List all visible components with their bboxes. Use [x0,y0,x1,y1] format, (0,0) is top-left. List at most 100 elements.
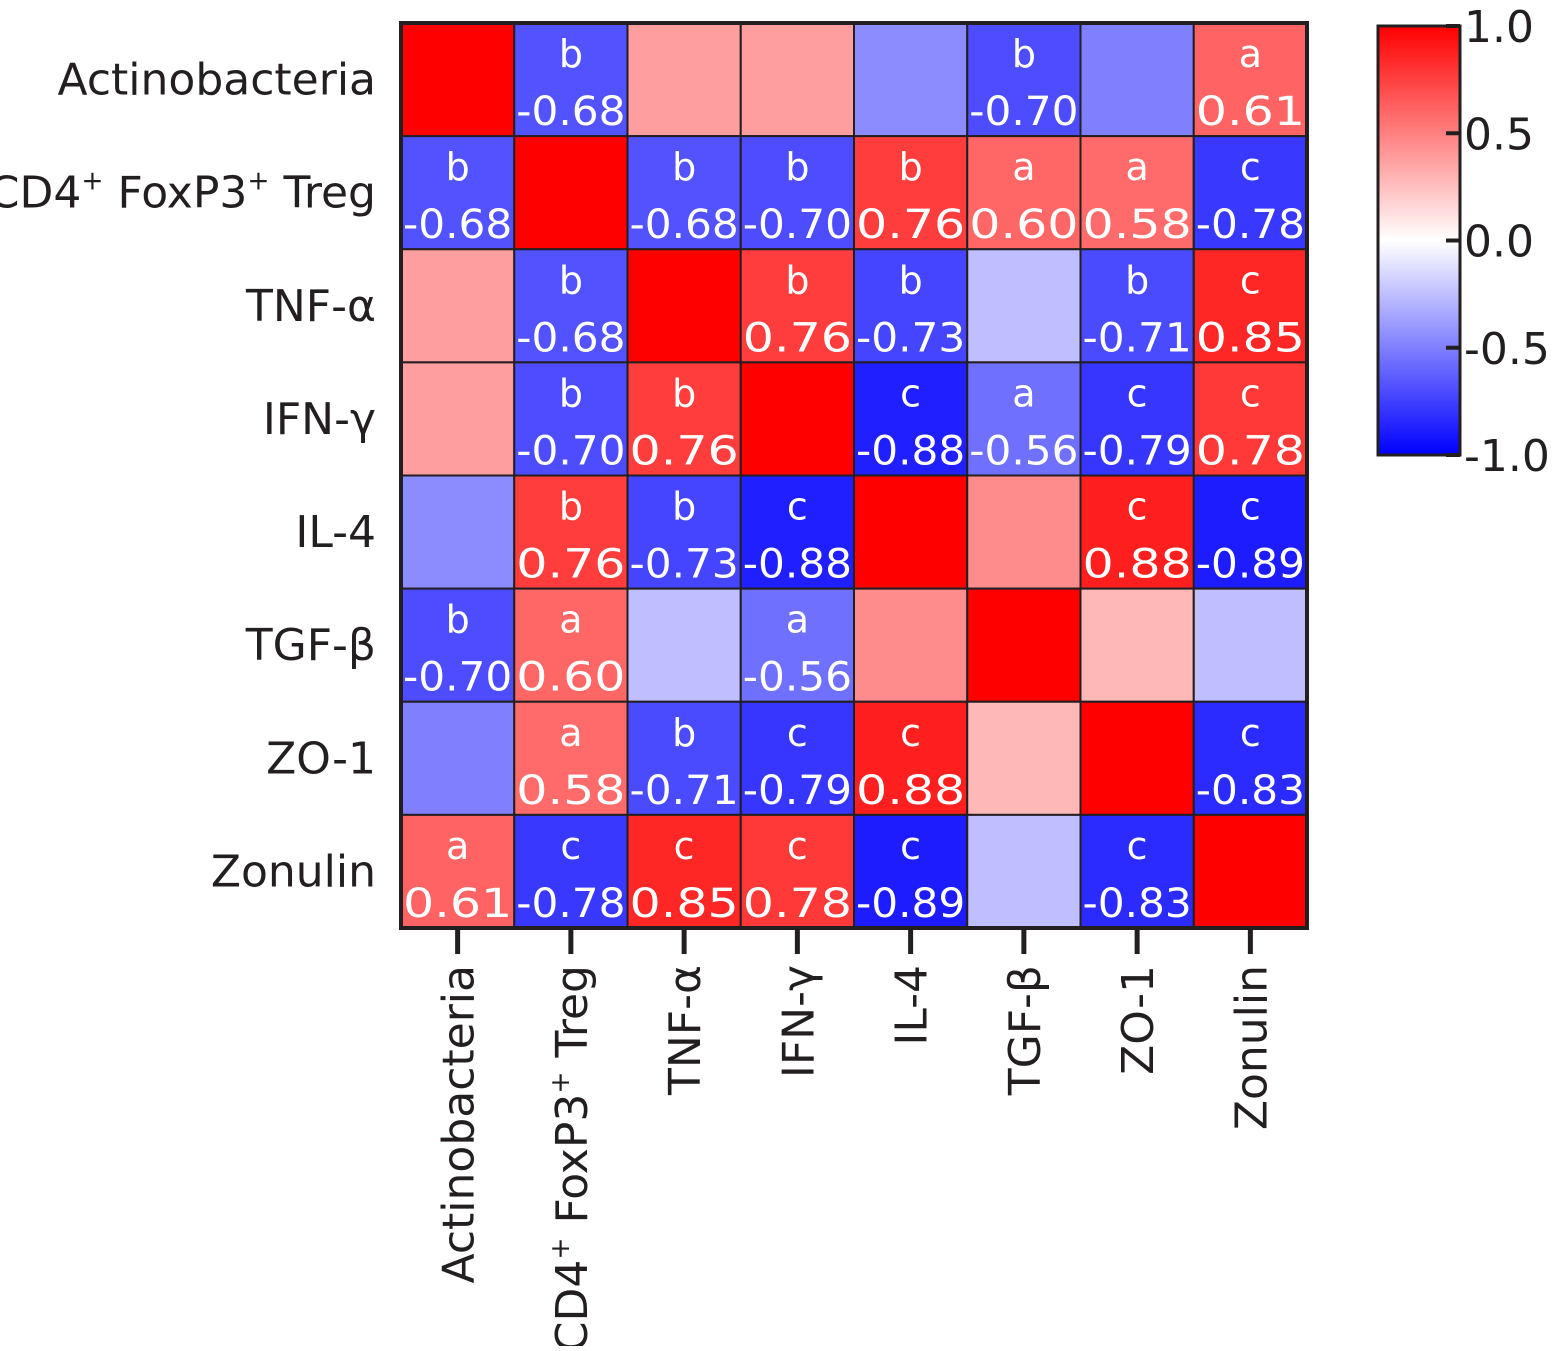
cell-significance-label: c [787,711,808,755]
cell-significance-label: c [1240,258,1261,302]
heatmap-cell-r2-c3 [739,248,855,364]
label-text: ZO-1 [266,733,376,784]
cell-value-label: -0.71 [630,768,739,814]
heatmap-cell-r0-c3 [739,22,855,138]
heatmap-cell-r6-c4 [853,700,969,816]
cell-value-label: -0.79 [1083,428,1192,474]
cell-value-label: -0.89 [856,881,965,927]
heatmap-cell-r4-c4 [853,474,969,590]
heatmap-cell-r2-c6 [1079,248,1195,364]
column-label-cd4-treg: CD4+ FoxP3+ Treg [545,965,598,1346]
cell-value-label: -0.56 [969,428,1078,474]
cell-significance-label: c [1127,485,1148,529]
cell-value-label: -0.73 [630,542,739,588]
cell-significance-label: b [446,598,470,642]
cell-significance-label: c [1240,711,1261,755]
cell-value-label: -0.83 [1196,768,1305,814]
label-superscript: + [545,1072,576,1094]
row-label-cd4-treg: CD4+ FoxP3+ Treg [0,166,376,219]
cell-significance-label: b [559,485,583,529]
column-label-tgf: TGF-β [1000,965,1051,1096]
row-label-tnf: TNF-α [245,281,376,332]
heatmap-cell-r5-c6 [1079,587,1195,703]
column-label-actinobacteria: Actinobacteria [434,965,485,1283]
cell-significance-label: c [1240,371,1261,415]
cell-value-label: 0.76 [630,428,739,474]
label-text: FoxP3 [547,1094,598,1238]
cell-significance-label: b [899,145,923,189]
column-label-zo-1: ZO-1 [1113,965,1164,1075]
cell-significance-label: a [1012,145,1035,189]
cell-significance-label: c [1240,145,1261,189]
cell-significance-label: b [672,711,696,755]
cell-significance-label: c [787,824,808,868]
heatmap-cell-r5-c5 [966,587,1082,703]
row-label-zo-1: ZO-1 [266,733,376,784]
cell-value-label: 0.88 [856,768,965,814]
cell-value-label: 0.76 [743,315,852,361]
label-text: TNF-α [660,965,711,1096]
colorbar: 1.0 0.5 0.0 -0.5 -1.0 [1376,2,1550,482]
cell-significance-label: b [785,258,809,302]
cell-value-label: -0.78 [1196,202,1305,248]
cell-value-label: -0.88 [856,428,965,474]
heatmap-cell-r1-c3 [739,135,855,251]
colorbar-tick-label: -0.5 [1464,324,1550,375]
heatmap-cell-r0-c0 [400,22,516,138]
colorbar-tick-label: 0.5 [1464,109,1534,160]
cell-value-label: 0.76 [516,542,625,588]
heatmap-cell-r0-c6 [1079,22,1195,138]
cell-significance-label: c [1127,371,1148,415]
heatmap-cell-r2-c1 [513,248,629,364]
heatmap-cell-r3-c0 [400,361,516,477]
cell-significance-label: a [1125,145,1148,189]
cell-value-label: -0.70 [969,89,1078,135]
heatmap-cell-r3-c2 [626,361,742,477]
column-label-tnf: TNF-α [660,965,711,1096]
heatmap-cell-r1-c5 [966,135,1082,251]
cell-significance-label: b [785,145,809,189]
label-text: Treg [547,965,598,1072]
colorbar-tick-label: 0.0 [1464,217,1534,268]
heatmap-cell-labels: b -0.68 b -0.70 a 0.61 b -0.68 b -0.68 b -0.70 b 0.76… [403,32,1305,927]
cell-significance-label: a [1239,32,1262,76]
cell-significance-label: b [559,258,583,302]
cell-value-label: 0.60 [969,202,1078,248]
label-text: Treg [269,168,376,219]
cell-significance-label: c [900,371,921,415]
heatmap-cell-r4-c0 [400,474,516,590]
cell-significance-label: b [1012,32,1036,76]
cell-significance-label: a [446,824,469,868]
heatmap-cell-r4-c7 [1192,474,1308,590]
cell-value-label: -0.70 [403,655,512,701]
cell-value-label: 0.88 [1083,542,1192,588]
label-text: CD4 [547,1260,598,1346]
row-label-il-4: IL-4 [295,507,376,558]
cell-significance-label: b [559,371,583,415]
label-text: IL-4 [295,507,376,558]
cell-significance-label: b [559,32,583,76]
heatmap-cell-r0-c7 [1192,22,1308,138]
heatmap-cell-r3-c4 [853,361,969,477]
label-superscript: + [545,1238,576,1260]
heatmap-cell-r2-c4 [853,248,969,364]
heatmap-cell-r0-c2 [626,22,742,138]
cell-value-label: -0.88 [743,542,852,588]
heatmap-cell-r1-c7 [1192,135,1308,251]
colorbar-tick-label: 1.0 [1464,2,1534,53]
cell-value-label: 0.85 [630,881,739,927]
cell-value-label: 0.76 [856,202,965,248]
heatmap-cell-r7-c2 [626,813,742,929]
cell-value-label: -0.70 [516,428,625,474]
label-text: IL-4 [887,965,938,1046]
cell-value-label: 0.61 [403,881,512,927]
heatmap-cell-r6-c0 [400,700,516,816]
cell-significance-label: c [674,824,695,868]
heatmap-cell-r7-c7 [1192,813,1308,929]
cell-value-label: -0.78 [516,881,625,927]
heatmap-cell-r6-c7 [1192,700,1308,816]
cell-significance-label: b [672,371,696,415]
label-text: ZO-1 [1113,965,1164,1075]
cell-significance-label: a [786,598,809,642]
